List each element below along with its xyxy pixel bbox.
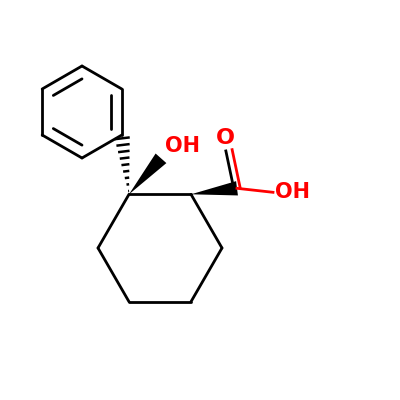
Text: OH: OH <box>275 182 310 202</box>
Polygon shape <box>191 181 238 196</box>
Text: O: O <box>216 128 234 148</box>
Polygon shape <box>129 154 166 194</box>
Text: OH: OH <box>165 136 200 156</box>
